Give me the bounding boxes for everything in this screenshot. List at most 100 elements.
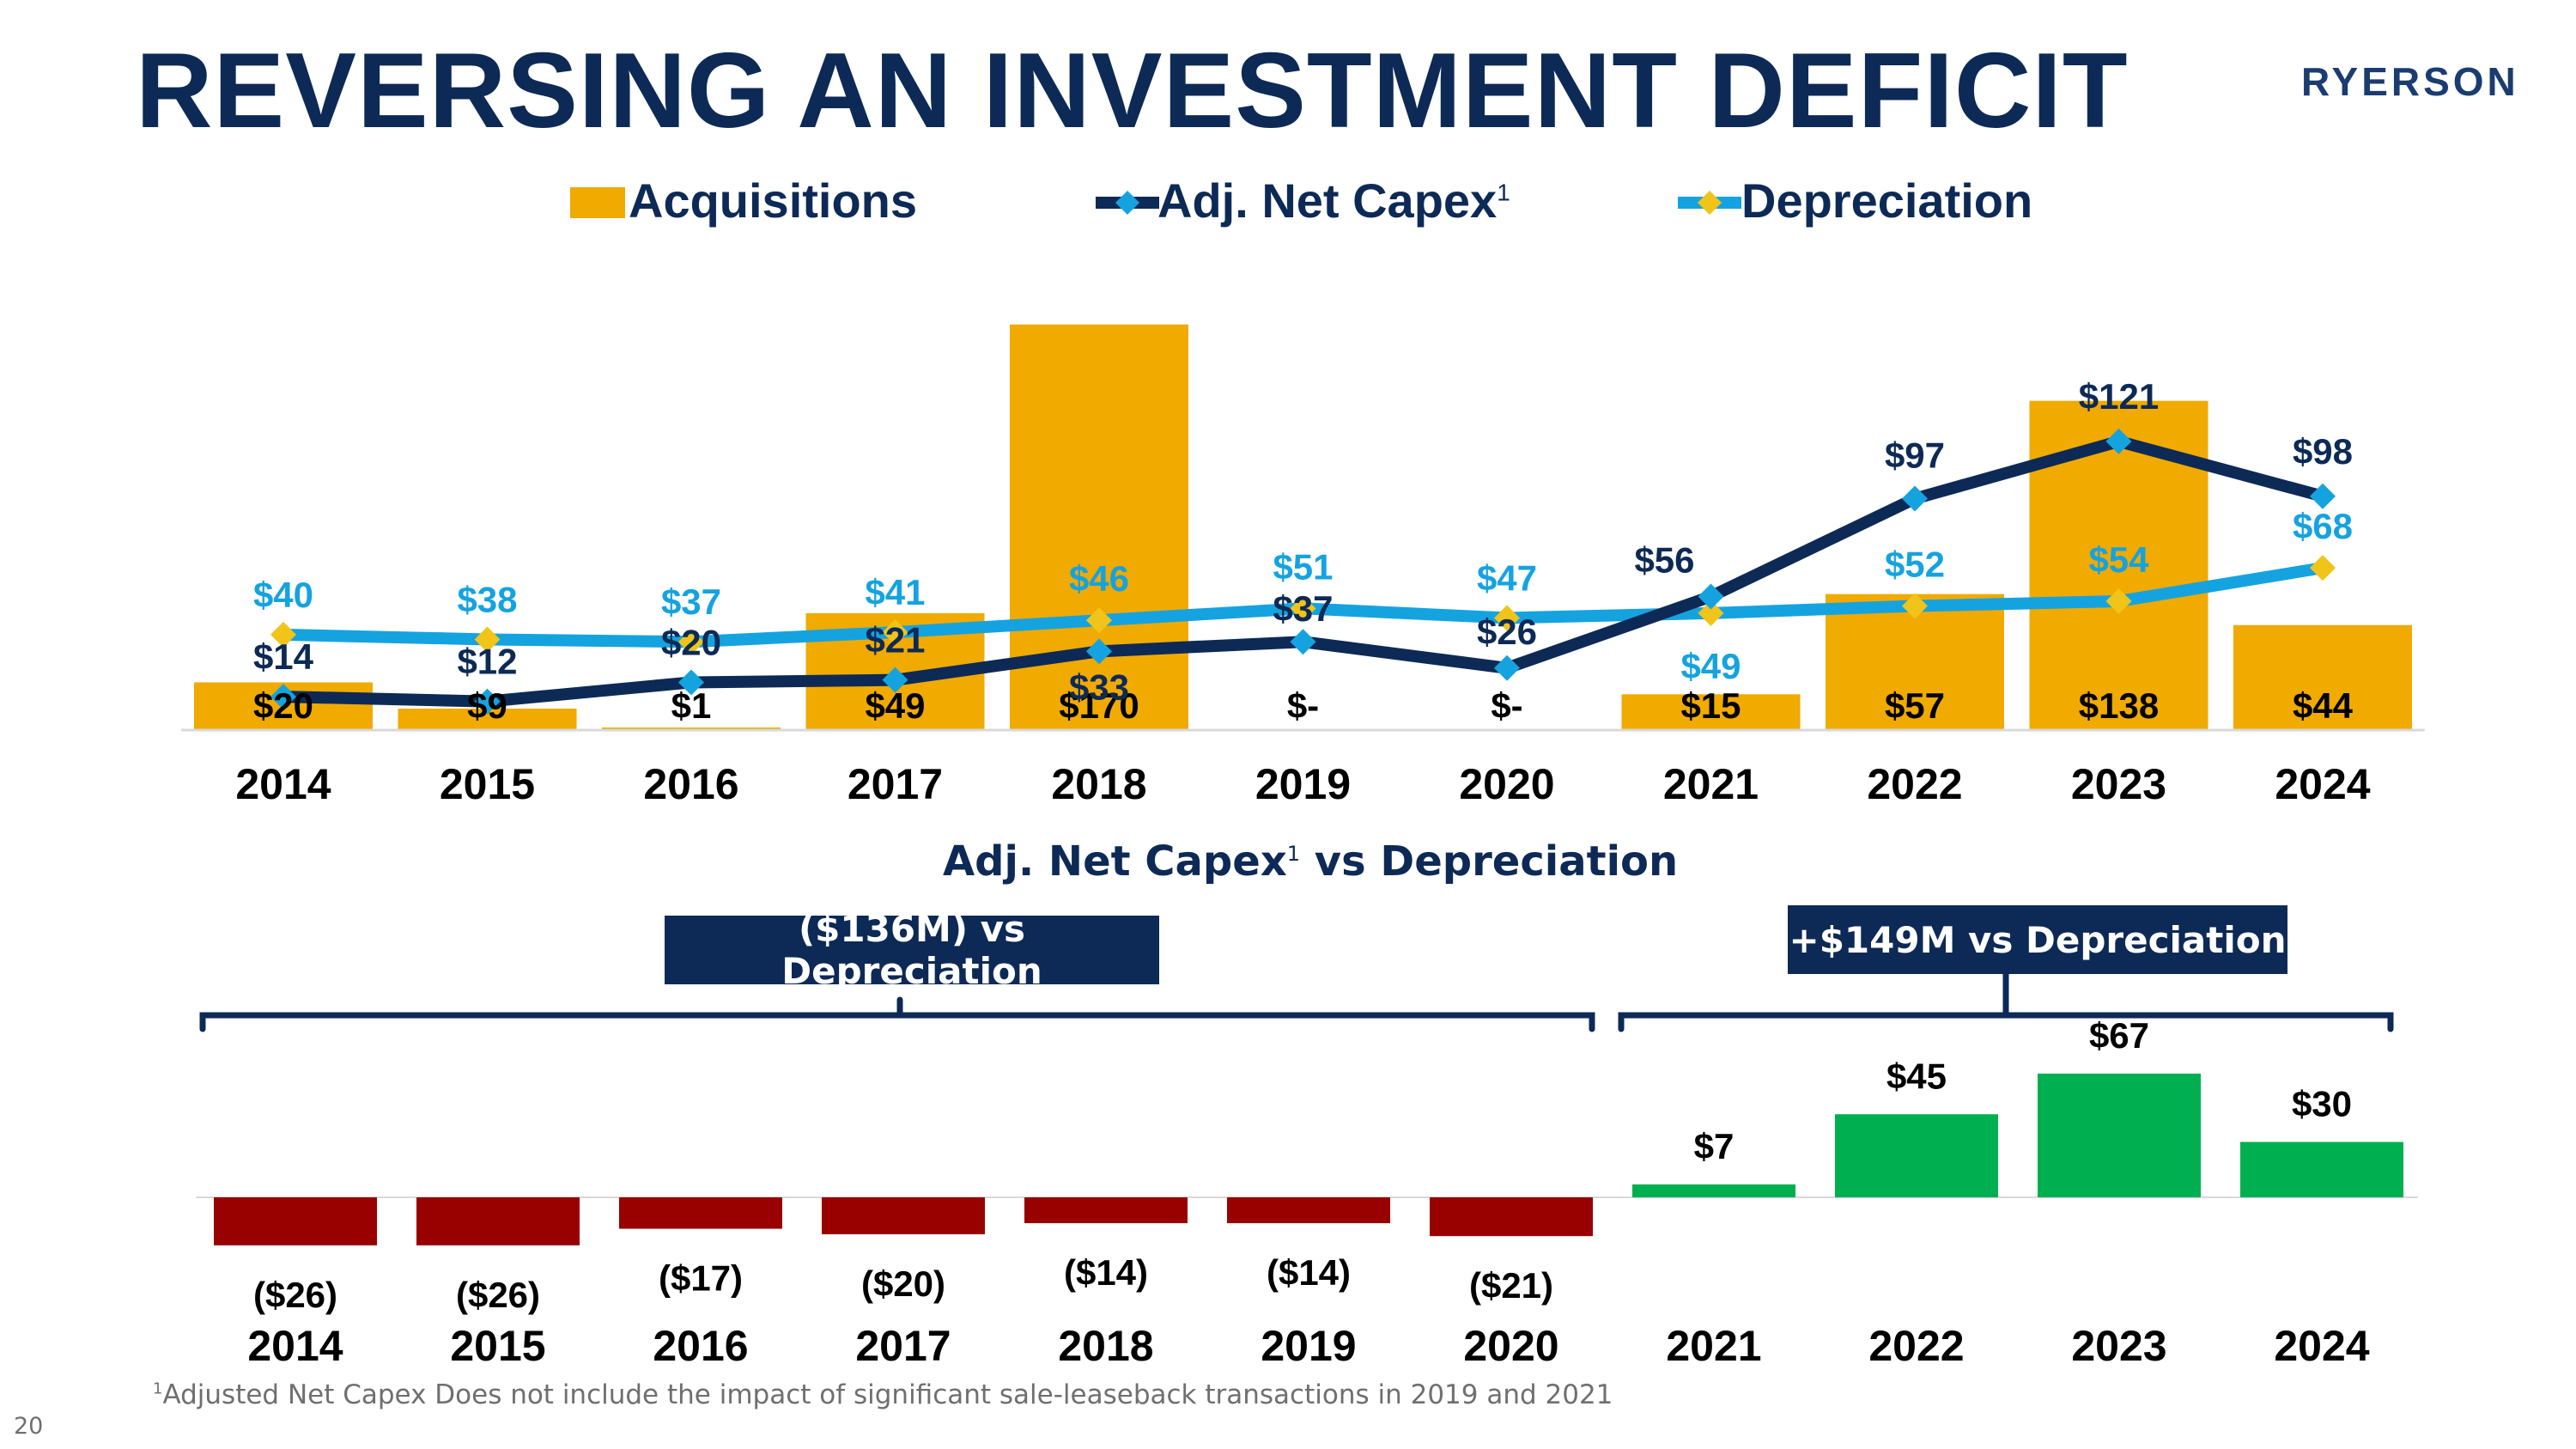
acquisitions-value-2022: $57 <box>1885 685 1945 726</box>
capex-vs-dep-bar-2021 <box>1632 1184 1795 1197</box>
capex-value-2017: $21 <box>865 620 925 661</box>
sub-x-tick-2015: 2015 <box>450 1322 545 1370</box>
capex-value-2024: $98 <box>2293 431 2353 472</box>
capex-vs-dep-value-2021: $7 <box>1694 1126 1735 1166</box>
legend-capex-swatch <box>1096 191 1159 215</box>
capex-marker-2021 <box>1698 583 1724 610</box>
capex-vs-dep-bar-2019 <box>1227 1197 1390 1224</box>
acquisitions-capex-depreciation-chart: $20 $9 $1 $49 $170 $- $- $15 $57 $138 $44 2014 2015 2… <box>181 187 2425 808</box>
capex-value-2016: $20 <box>661 622 721 662</box>
capex-vs-dep-bar-2022 <box>1835 1114 1998 1197</box>
depreciation-marker-2022 <box>1902 593 1928 619</box>
main-x-tick-2020: 2020 <box>1459 760 1554 808</box>
legend-capex-label: Adj. Net Capex <box>1157 174 1498 228</box>
depreciation-marker-2024 <box>2310 555 2336 581</box>
acquisitions-value-2024: $44 <box>2293 685 2354 726</box>
acquisitions-value-2023: $138 <box>2079 685 2159 726</box>
sub-x-tick-2018: 2018 <box>1058 1322 1153 1370</box>
capex-marker-2017 <box>882 667 908 693</box>
sub-x-tick-2024: 2024 <box>2274 1322 2369 1370</box>
depreciation-value-2018: $46 <box>1069 558 1129 599</box>
legend-depreciation-swatch <box>1678 191 1741 215</box>
capex-vs-dep-value-2015: ($26) <box>456 1275 540 1315</box>
capex-marker-2024 <box>2310 483 2336 509</box>
capex-vs-dep-value-2023: $67 <box>2089 1015 2149 1056</box>
capex-vs-depreciation-chart: ($26) 2014 ($26) 2015 ($17) 2016 ($20) 2017 ($14… <box>196 971 2418 1370</box>
depreciation-marker-2014 <box>270 621 296 648</box>
acquisitions-bar-2021 <box>1621 694 1801 730</box>
depreciation-value-2016: $37 <box>661 581 721 622</box>
capex-vs-dep-bar-2018 <box>1024 1197 1188 1224</box>
main-x-tick-2021: 2021 <box>1663 760 1759 808</box>
capex-vs-dep-bar-2016 <box>619 1197 782 1229</box>
depreciation-value-2024: $68 <box>2293 506 2353 546</box>
capex-value-2020: $26 <box>1477 612 1537 652</box>
depreciation-marker-2018 <box>1086 607 1112 634</box>
acquisitions-value-2018: $170 <box>1059 685 1139 726</box>
sub-x-tick-2022: 2022 <box>1868 1322 1964 1370</box>
capex-value-2023: $121 <box>2079 376 2159 417</box>
depreciation-marker-2017 <box>882 619 908 646</box>
main-x-tick-2019: 2019 <box>1255 760 1351 808</box>
capex-marker-2014 <box>270 684 296 710</box>
depreciation-value-2021: $49 <box>1680 646 1741 686</box>
acquisitions-value-2015: $9 <box>467 685 507 726</box>
main-x-tick-2022: 2022 <box>1867 760 1962 808</box>
sub-x-tick-2020: 2020 <box>1463 1322 1558 1370</box>
sub-chart-title: Adj. Net Capex1 vs Depreciation <box>943 837 1678 886</box>
capex-vs-dep-bar-2024 <box>2240 1142 2403 1197</box>
capex-vs-dep-value-2024: $30 <box>2292 1084 2352 1124</box>
bracket-2021-2024 <box>1618 971 2394 1032</box>
capex-vs-dep-bar-2017 <box>822 1197 985 1234</box>
capex-vs-dep-value-2020: ($21) <box>1469 1265 1553 1306</box>
capex-value-2022: $97 <box>1885 435 1945 476</box>
depreciation-marker-2019 <box>1290 595 1316 622</box>
depreciation-marker-2021 <box>1698 600 1724 626</box>
main-x-tick-2015: 2015 <box>440 760 535 808</box>
main-x-tick-2014: 2014 <box>235 760 331 808</box>
capex-value-2014: $14 <box>253 636 314 677</box>
capex-marker-2022 <box>1902 485 1928 512</box>
page-title: REVERSING AN INVESTMENT DEFICIT <box>136 32 2129 150</box>
sub-chart-title-rest: vs Depreciation <box>1314 837 1679 886</box>
sub-x-tick-2019: 2019 <box>1261 1322 1356 1370</box>
depreciation-value-2017: $41 <box>865 572 925 612</box>
footnote: 1Adjusted Net Capex Does not include the… <box>153 1379 1613 1410</box>
depreciation-value-2020: $47 <box>1477 557 1537 598</box>
acquisitions-value-2019: $- <box>1287 685 1319 726</box>
capex-vs-dep-value-2022: $45 <box>1886 1056 1947 1096</box>
capex-value-2019: $37 <box>1273 588 1333 629</box>
depreciation-value-2014: $40 <box>253 575 313 615</box>
acquisitions-value-2020: $- <box>1491 685 1522 726</box>
capex-vs-dep-bar-2023 <box>2038 1073 2201 1197</box>
capex-vs-dep-value-2014: ($26) <box>253 1275 337 1315</box>
legend-capex-footnote-mark: 1 <box>1497 179 1510 206</box>
acquisitions-value-2014: $20 <box>253 685 313 726</box>
callout-positive-period: +$149M vs Depreciation <box>1788 905 2287 974</box>
capex-vs-dep-value-2018: ($14) <box>1064 1252 1148 1293</box>
capex-vs-dep-bar-2015 <box>416 1197 580 1245</box>
sub-x-tick-2014: 2014 <box>247 1322 343 1370</box>
acquisitions-value-2017: $49 <box>865 685 925 726</box>
depreciation-value-2015: $38 <box>457 579 517 619</box>
capex-vs-dep-value-2017: ($20) <box>861 1263 945 1304</box>
sub-x-tick-2017: 2017 <box>855 1322 951 1370</box>
capex-vs-dep-value-2016: ($17) <box>659 1258 743 1299</box>
bracket-2014-2020 <box>199 996 1595 1032</box>
legend-capex: Adj. Net Capex1 <box>1157 177 1510 225</box>
depreciation-marker-2015 <box>474 626 501 653</box>
sub-x-tick-2016: 2016 <box>653 1322 748 1370</box>
acquisitions-value-2016: $1 <box>671 685 712 726</box>
capex-value-2018: $33 <box>1069 667 1129 707</box>
depreciation-marker-2016 <box>678 629 704 655</box>
capex-value-2021: $56 <box>1634 539 1694 580</box>
acquisitions-value-2021: $15 <box>1680 685 1741 726</box>
sub-chart-title-footnote-mark: 1 <box>1286 842 1301 866</box>
depreciation-value-2023: $54 <box>2088 539 2149 580</box>
capex-value-2015: $12 <box>457 642 517 682</box>
sub-x-tick-2023: 2023 <box>2071 1322 2166 1370</box>
acquisitions-bar-2024 <box>2233 624 2412 730</box>
depreciation-marker-2020 <box>1494 605 1520 631</box>
legend-depreciation-label: Depreciation <box>1741 174 2033 228</box>
depreciation-value-2019: $51 <box>1273 546 1333 587</box>
